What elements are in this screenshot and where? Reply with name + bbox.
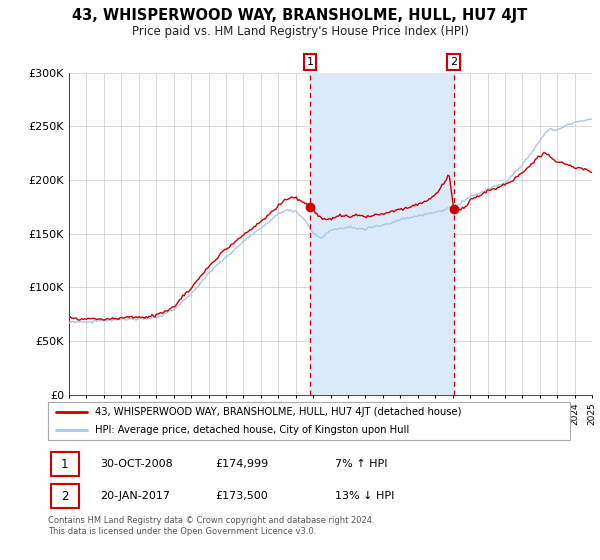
FancyBboxPatch shape <box>48 402 570 440</box>
Text: HPI: Average price, detached house, City of Kingston upon Hull: HPI: Average price, detached house, City… <box>95 425 409 435</box>
Text: Contains HM Land Registry data © Crown copyright and database right 2024.
This d: Contains HM Land Registry data © Crown c… <box>48 516 374 536</box>
Text: 1: 1 <box>61 458 68 471</box>
Text: 1: 1 <box>307 57 314 67</box>
Text: 2: 2 <box>61 489 68 503</box>
Text: 2: 2 <box>450 57 457 67</box>
Text: £174,999: £174,999 <box>215 459 268 469</box>
Text: 7% ↑ HPI: 7% ↑ HPI <box>335 459 388 469</box>
Text: 43, WHISPERWOOD WAY, BRANSHOLME, HULL, HU7 4JT: 43, WHISPERWOOD WAY, BRANSHOLME, HULL, H… <box>73 8 527 24</box>
FancyBboxPatch shape <box>50 484 79 508</box>
Text: 30-OCT-2008: 30-OCT-2008 <box>100 459 173 469</box>
Text: 13% ↓ HPI: 13% ↓ HPI <box>335 491 394 501</box>
Text: 43, WHISPERWOOD WAY, BRANSHOLME, HULL, HU7 4JT (detached house): 43, WHISPERWOOD WAY, BRANSHOLME, HULL, H… <box>95 407 461 417</box>
Bar <box>310 73 454 395</box>
Text: 20-JAN-2017: 20-JAN-2017 <box>100 491 170 501</box>
Text: £173,500: £173,500 <box>215 491 268 501</box>
FancyBboxPatch shape <box>50 452 79 477</box>
Text: Price paid vs. HM Land Registry's House Price Index (HPI): Price paid vs. HM Land Registry's House … <box>131 25 469 38</box>
